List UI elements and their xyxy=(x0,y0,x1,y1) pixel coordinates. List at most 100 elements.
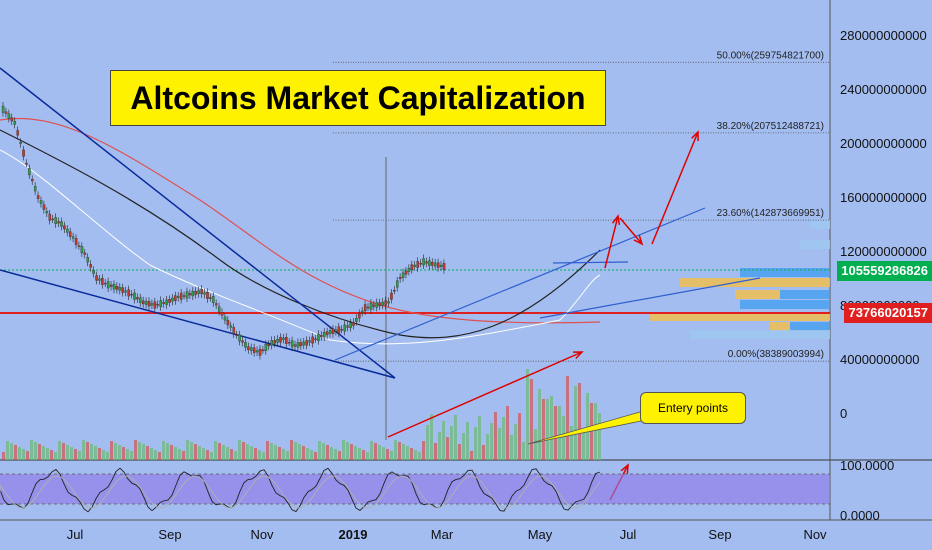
volume-bar xyxy=(434,443,437,460)
projection-arrow-2 xyxy=(619,217,644,246)
volume-bar xyxy=(270,443,273,460)
volume-bar xyxy=(582,433,585,460)
volume-bar xyxy=(450,426,453,460)
y-tick-label: 200000000000 xyxy=(840,136,927,151)
price-candle xyxy=(232,327,236,335)
price-candle xyxy=(42,204,46,210)
price-candle xyxy=(127,289,130,297)
volume-bar xyxy=(150,448,153,460)
price-candle xyxy=(74,238,78,245)
volume-bar xyxy=(378,445,381,460)
fib-label: 50.00%(259754821700) xyxy=(717,50,824,61)
volume-bar xyxy=(342,440,345,460)
volume-bar xyxy=(226,447,229,460)
price-candle xyxy=(358,313,361,319)
price-candle xyxy=(194,291,198,295)
volume-bar xyxy=(566,376,569,460)
volume-bar xyxy=(574,386,577,460)
volume-bar xyxy=(258,450,261,460)
price-candle xyxy=(229,325,233,328)
arrow-shaft xyxy=(619,217,643,245)
price-candle xyxy=(200,288,203,295)
profile-bar xyxy=(800,240,830,249)
price-candle xyxy=(89,264,92,268)
price-candle xyxy=(139,297,142,303)
price-candle xyxy=(1,105,5,113)
price-candle xyxy=(425,261,428,264)
price-candle xyxy=(381,301,384,306)
price-candle xyxy=(165,299,168,305)
volume-bar xyxy=(142,444,145,460)
price-candle xyxy=(226,319,230,326)
current-price-label: 105559286826 xyxy=(841,263,928,278)
price-candle xyxy=(288,341,291,344)
volume-bar xyxy=(138,442,141,460)
price-candle xyxy=(121,287,125,293)
projection-arrow-1 xyxy=(604,214,621,269)
price-candle xyxy=(396,280,399,288)
price-candle xyxy=(124,290,127,293)
price-candle xyxy=(16,130,19,136)
price-candle xyxy=(361,310,364,313)
osc-tick-label: 100.0000 xyxy=(840,458,894,473)
price-candle xyxy=(375,302,379,308)
price-candle xyxy=(220,312,224,316)
price-candle xyxy=(179,292,183,300)
volume-bar xyxy=(190,442,193,460)
price-candle xyxy=(302,341,306,346)
volume-bar xyxy=(74,449,77,460)
price-candle xyxy=(142,300,145,305)
price-candle xyxy=(276,339,279,343)
volume-bar xyxy=(98,448,101,460)
price-candle xyxy=(188,293,192,296)
arrow-head xyxy=(633,235,644,246)
price-candle xyxy=(293,344,297,347)
price-candle xyxy=(261,349,265,352)
volume-bar xyxy=(334,449,337,460)
volume-bar xyxy=(398,442,401,460)
volume-bar xyxy=(214,441,217,460)
price-candle xyxy=(168,299,171,303)
volume-bar xyxy=(526,369,529,460)
price-candle xyxy=(436,262,440,268)
y-tick-label: 120000000000 xyxy=(840,244,927,259)
volume-bar xyxy=(78,451,81,460)
volume-bar xyxy=(274,445,277,460)
price-candle xyxy=(390,292,393,300)
volume-bar xyxy=(330,447,333,460)
price-candle xyxy=(378,302,382,307)
osc-line-d xyxy=(0,475,601,509)
volume-bar xyxy=(118,445,121,460)
profile-bar xyxy=(740,300,830,309)
support-price-label: 73766020157 xyxy=(848,305,928,320)
volume-bar xyxy=(522,442,525,460)
price-candle xyxy=(355,318,358,322)
volume-bar xyxy=(194,444,197,460)
fib-levels: 50.00%(259754821700) 38.20%(207512488721)… xyxy=(333,50,830,362)
osc-line-k xyxy=(0,467,601,513)
volume-bar xyxy=(254,448,257,460)
price-candle xyxy=(404,270,408,275)
price-candle xyxy=(191,290,195,297)
volume-bar xyxy=(298,444,301,460)
volume-bar xyxy=(134,440,137,460)
price-candle xyxy=(320,335,323,338)
price-candle xyxy=(101,277,104,285)
x-tick-label: Nov xyxy=(803,527,827,542)
volume-bar xyxy=(426,425,429,460)
x-tick-label: Jul xyxy=(67,527,84,542)
volume-bar xyxy=(322,443,325,460)
price-candle xyxy=(10,117,14,122)
profile-bar xyxy=(680,278,830,287)
x-tick-label: Mar xyxy=(431,527,454,542)
price-candle xyxy=(407,268,411,272)
price-candle xyxy=(156,304,160,306)
volume-bar xyxy=(374,443,377,460)
price-candle xyxy=(48,213,52,221)
price-candle xyxy=(22,149,25,157)
price-candle xyxy=(69,231,72,237)
volume-bar xyxy=(502,417,505,460)
price-candle xyxy=(136,297,139,300)
price-candle xyxy=(241,340,244,343)
lower-trend-line xyxy=(0,269,396,379)
